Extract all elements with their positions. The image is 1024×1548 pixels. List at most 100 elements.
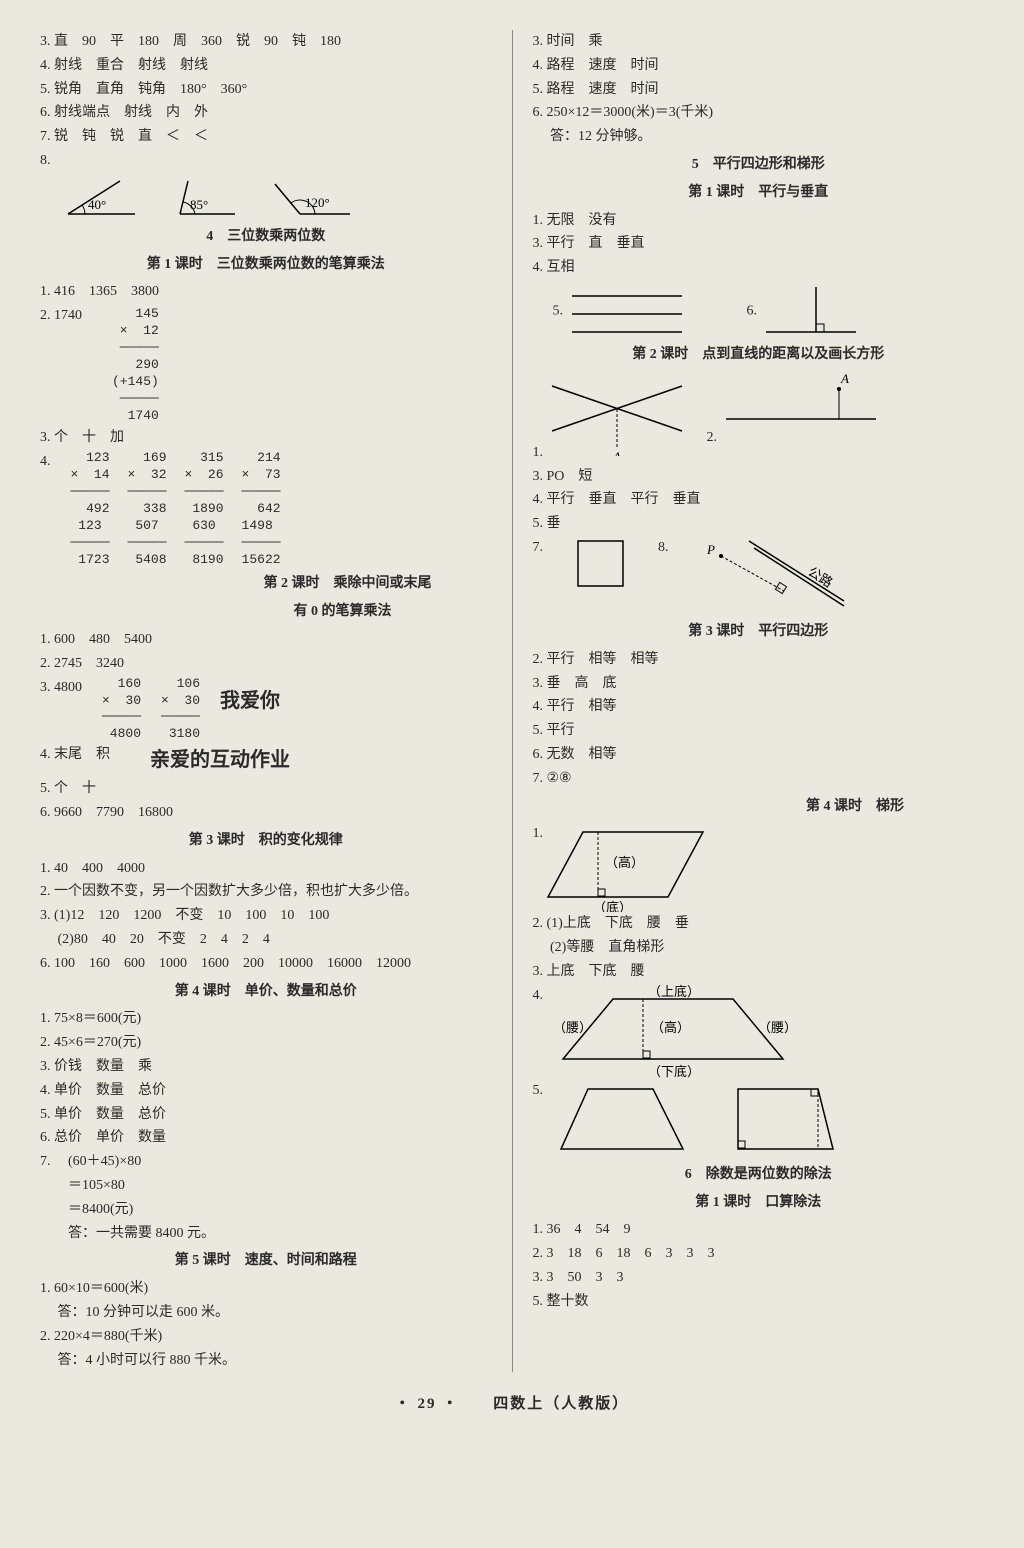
ch4-title: 4 三位数乘两位数 bbox=[40, 225, 492, 249]
angle-40-icon: 40° bbox=[60, 179, 140, 219]
square-icon bbox=[573, 536, 628, 591]
handwriting-1: 我爱你 bbox=[220, 684, 280, 718]
r6b: 答：12 分钟够。 bbox=[533, 125, 985, 149]
c6-1-3: 3. 3 50 3 3 bbox=[533, 1266, 985, 1290]
c5-4-2a: 2. (1)上底 下底 腰 垂 bbox=[533, 912, 985, 936]
line-8-label: 8. bbox=[40, 149, 492, 173]
c4-1-1: 1. 416 1365 3800 bbox=[40, 280, 492, 304]
trap-height: （高） bbox=[651, 1020, 690, 1035]
c4-4-5: 5. 单价 数量 总价 bbox=[40, 1103, 492, 1127]
c4-2-5: 5. 个 十 bbox=[40, 777, 492, 801]
c5-2-1-label: 1. bbox=[533, 445, 544, 460]
c5-1-3: 3. 平行 直 垂直 bbox=[533, 232, 985, 256]
parallelogram-base: （底） bbox=[593, 900, 632, 912]
c4-5-2b: 答：4 小时可以行 880 千米。 bbox=[40, 1349, 492, 1373]
ch5-3-title: 第 3 课时 平行四边形 bbox=[533, 620, 985, 644]
c5-4-5-label: 5. bbox=[533, 1079, 544, 1103]
c5-3-6: 6. 无数 相等 bbox=[533, 743, 985, 767]
c5-3-2: 2. 平行 相等 相等 bbox=[533, 648, 985, 672]
c4-4-4: 4. 单价 数量 总价 bbox=[40, 1079, 492, 1103]
handwriting-2: 亲爱的互动作业 bbox=[150, 743, 290, 777]
ch4-5-title: 第 5 课时 速度、时间和路程 bbox=[40, 1249, 492, 1273]
c4-4-7d: 答：一共需要 8400 元。 bbox=[40, 1222, 492, 1246]
page-footer: ・ 29 ・ 四数上（人教版） bbox=[40, 1392, 984, 1418]
r3: 3. 时间 乘 bbox=[533, 30, 985, 54]
calc-row-4: 123 × 14 ───── 492 123 ───── 1723 169 × … bbox=[71, 450, 281, 568]
label-A-top: A bbox=[840, 371, 849, 386]
c4-5-1b: 答：10 分钟可以走 600 米。 bbox=[40, 1301, 492, 1325]
c4-3-2: 2. 一个因数不变，另一个因数扩大多少倍，积也扩大多少倍。 bbox=[40, 880, 492, 904]
c5-1-6-label: 6. bbox=[747, 304, 758, 319]
c4-4-3: 3. 价钱 数量 乘 bbox=[40, 1055, 492, 1079]
c6-1-2: 2. 3 18 6 18 6 3 3 3 bbox=[533, 1242, 985, 1266]
c4-1-3: 3. 个 十 加 bbox=[40, 426, 492, 450]
road-distance-icon: P 公路 bbox=[699, 536, 849, 616]
calc-160x30: 160 × 30 ───── 4800 bbox=[102, 676, 141, 744]
c5-1-1: 1. 无限 没有 bbox=[533, 209, 985, 233]
c5-2-4: 4. 平行 垂直 平行 垂直 bbox=[533, 488, 985, 512]
c4-4-2: 2. 45×6＝270(元) bbox=[40, 1031, 492, 1055]
c4-3-6: 6. 100 160 600 1000 1600 200 10000 16000… bbox=[40, 952, 492, 976]
c4-4-1: 1. 75×8＝600(元) bbox=[40, 1007, 492, 1031]
c4-2-3: 3. 4800 bbox=[40, 676, 82, 700]
r4: 4. 路程 速度 时间 bbox=[533, 54, 985, 78]
c5-4-2b: (2)等腰 直角梯形 bbox=[533, 936, 985, 960]
ch6-title: 6 除数是两位数的除法 bbox=[533, 1163, 985, 1187]
perpendicular-icon bbox=[761, 284, 861, 339]
c4-2-4: 4. 末尾 积 bbox=[40, 743, 110, 777]
ch4-3-title: 第 3 课时 积的变化规律 bbox=[40, 829, 492, 853]
calc-315x26: 315 × 26 ───── 1890 630 ───── 8190 bbox=[185, 450, 224, 568]
left-column: 3. 直 90 平 180 周 360 锐 90 钝 180 4. 射线 重合 … bbox=[40, 30, 492, 1372]
c5-1-5-label: 5. bbox=[553, 304, 564, 319]
r6a: 6. 250×12＝3000(米)＝3(千米) bbox=[533, 101, 985, 125]
c5-2-1-group: 1. A bbox=[533, 371, 687, 465]
c4-2-6: 6. 9660 7790 16800 bbox=[40, 801, 492, 825]
c4-1-4: 4. bbox=[40, 450, 51, 474]
label-A-bottom: A bbox=[612, 449, 621, 456]
angle-40-label: 40° bbox=[88, 197, 106, 212]
c5-4-1-label: 1. bbox=[533, 822, 544, 846]
c5-1-4: 4. 互相 bbox=[533, 256, 985, 280]
c4-3-3a: 3. (1)12 120 1200 不变 10 100 10 100 bbox=[40, 904, 492, 928]
trap-bottom: （下底） bbox=[648, 1064, 700, 1079]
angle-120-label: 120° bbox=[305, 195, 330, 210]
c5-2-7-label: 7. bbox=[533, 536, 544, 560]
line-3: 3. 直 90 平 180 周 360 锐 90 钝 180 bbox=[40, 30, 492, 54]
c5-3-5: 5. 平行 bbox=[533, 719, 985, 743]
c5-2-5: 5. 垂 bbox=[533, 512, 985, 536]
column-divider bbox=[512, 30, 513, 1372]
ch5-2-title: 第 2 课时 点到直线的距离以及画长方形 bbox=[533, 343, 985, 367]
parallelogram-icon: （高） （底） bbox=[543, 822, 713, 912]
c5-2-2-label: 2. bbox=[707, 430, 718, 445]
c6-1-1: 1. 36 4 54 9 bbox=[533, 1218, 985, 1242]
calc-123x14: 123 × 14 ───── 492 123 ───── 1723 bbox=[71, 450, 110, 568]
line-4: 4. 射线 重合 射线 射线 bbox=[40, 54, 492, 78]
ch5-4-title: 第 4 课时 梯形 bbox=[533, 795, 985, 819]
c4-3-3b: (2)80 40 20 不变 2 4 2 4 bbox=[40, 928, 492, 952]
line-5: 5. 锐角 直角 钝角 180° 360° bbox=[40, 78, 492, 102]
parallelogram-height: （高） bbox=[605, 855, 644, 870]
c4-5-1a: 1. 60×10＝600(米) bbox=[40, 1277, 492, 1301]
c6-1-5: 5. 整十数 bbox=[533, 1290, 985, 1314]
c5-2-2-group: 2. A bbox=[707, 371, 881, 465]
point-to-line-icon: A bbox=[721, 371, 881, 441]
c5-1-6-group: 6. bbox=[747, 284, 861, 339]
angle-85-icon: 85° bbox=[170, 179, 240, 219]
c5-4-3: 3. 上底 下底 腰 bbox=[533, 960, 985, 984]
c4-4-7c: ＝8400(元) bbox=[40, 1198, 492, 1222]
c4-2-1: 1. 600 480 5400 bbox=[40, 628, 492, 652]
line-6: 6. 射线端点 射线 内 外 bbox=[40, 101, 492, 125]
right-column: 3. 时间 乘 4. 路程 速度 时间 5. 路程 速度 时间 6. 250×1… bbox=[533, 30, 985, 1372]
calc-106x30: 106 × 30 ───── 3180 bbox=[161, 676, 200, 744]
ch6-1-title: 第 1 课时 口算除法 bbox=[533, 1191, 985, 1215]
c4-1-2: 2. 1740 bbox=[40, 304, 82, 328]
c4-4-7b: ＝105×80 bbox=[40, 1174, 492, 1198]
calc-169x32: 169 × 32 ───── 338 507 ───── 5408 bbox=[128, 450, 167, 568]
ch4-4-title: 第 4 课时 单价、数量和总价 bbox=[40, 980, 492, 1004]
trapezoid-labeled-icon: （上底） （腰） （腰） （高） （下底） bbox=[543, 984, 803, 1079]
c5-2-3: 3. PO 短 bbox=[533, 465, 985, 489]
trap-waist-r: （腰） bbox=[758, 1020, 797, 1035]
right-trapezoid-icon bbox=[703, 1079, 843, 1159]
label-P: P bbox=[706, 542, 715, 557]
calc-145x12: 145 × 12 ───── 290 (+145) ───── 1740 bbox=[112, 306, 159, 424]
